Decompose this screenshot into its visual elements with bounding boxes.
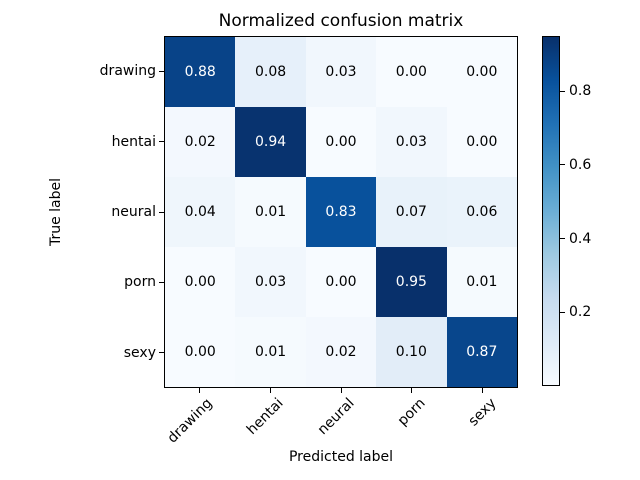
heatmap-cell-neural-neural: 0.83 [305,177,377,247]
heatmap-cell-drawing-drawing: 0.88 [165,37,236,107]
heatmap-cell-hentai-neural: 0.00 [305,107,377,177]
y-tick-mark [159,70,164,72]
colorbar-tick-mark [560,311,565,313]
heatmap-cell-drawing-hentai: 0.08 [235,37,306,107]
colorbar [542,36,560,386]
chart-title: Normalized confusion matrix [218,11,464,31]
heatmap-cell-hentai-drawing: 0.02 [165,107,236,177]
x-tick-mark [340,388,342,393]
heatmap-grid: 0.88 0.08 0.03 0.00 0.00 0.02 0.94 0.00 0.03 0.00… [164,36,518,388]
x-tick-mark [411,388,413,393]
heatmap-cell-drawing-porn: 0.00 [376,37,447,107]
heatmap-cell-neural-sexy: 0.06 [446,177,517,247]
heatmap-cell-porn-porn: 0.95 [376,247,447,317]
x-tick-mark [482,388,484,393]
colorbar-tick-mark [560,90,565,92]
colorbar-tick-mark [560,238,565,240]
x-axis-label: Predicted label [288,449,394,465]
y-tick-label-drawing: drawing [99,63,156,80]
heatmap-cell-sexy-porn: 0.10 [376,317,447,387]
heatmap-cell-neural-porn: 0.07 [376,177,447,247]
heatmap-cell-hentai-porn: 0.03 [376,107,447,177]
heatmap-cell-sexy-sexy: 0.87 [446,317,517,387]
x-tick-mark [269,388,271,393]
heatmap-cell-hentai-sexy: 0.00 [446,107,517,177]
colorbar-tick-mark [560,164,565,166]
heatmap-cell-hentai-hentai: 0.94 [235,107,306,177]
colorbar-tick-label-0.4: 0.4 [569,230,592,247]
colorbar-tick-label-0.8: 0.8 [569,83,592,100]
x-tick-mark [198,388,200,393]
heatmap-cell-sexy-neural: 0.02 [305,317,377,387]
y-tick-label-hentai: hentai [111,133,156,150]
heatmap-cell-drawing-sexy: 0.00 [446,37,517,107]
heatmap-cell-drawing-neural: 0.03 [305,37,377,107]
x-tick-label-drawing: drawing [164,395,216,447]
y-tick-mark [159,281,164,283]
y-tick-mark [159,211,164,213]
y-tick-mark [159,352,164,354]
y-tick-label-neural: neural [111,204,156,220]
heatmap-cell-sexy-hentai: 0.01 [235,317,306,387]
heatmap-cell-porn-hentai: 0.03 [235,247,306,317]
colorbar-tick-label-0.2: 0.2 [569,304,592,321]
heatmap-cell-sexy-drawing: 0.00 [165,317,236,387]
colorbar-tick-label-0.6: 0.6 [569,156,592,173]
heatmap-cell-neural-drawing: 0.04 [165,177,236,247]
heatmap-cell-porn-drawing: 0.00 [165,247,236,317]
heatmap-cell-neural-hentai: 0.01 [235,177,306,247]
heatmap-cell-porn-neural: 0.00 [305,247,377,317]
y-tick-label-porn: porn [124,274,156,291]
y-tick-mark [159,141,164,143]
heatmap-cell-porn-sexy: 0.01 [446,247,517,317]
y-tick-label-sexy: sexy [123,344,156,361]
